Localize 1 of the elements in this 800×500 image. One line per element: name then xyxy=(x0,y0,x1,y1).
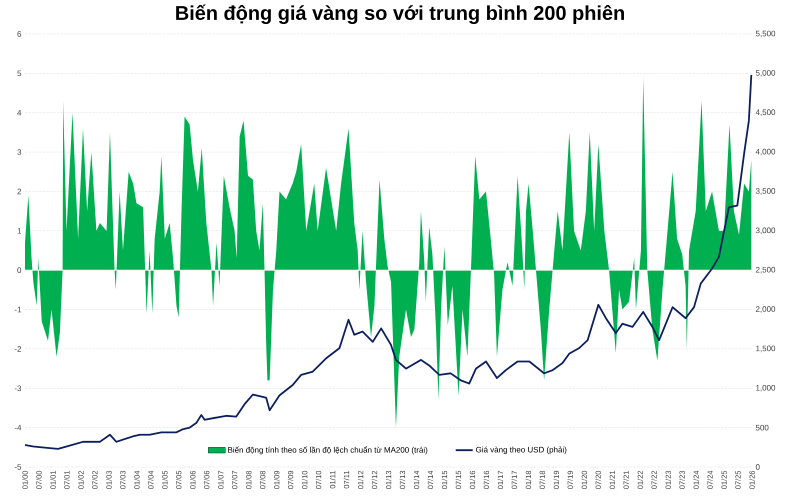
chart-title: Biến động giá vàng so với trung bình 200 phiên xyxy=(176,4,624,24)
